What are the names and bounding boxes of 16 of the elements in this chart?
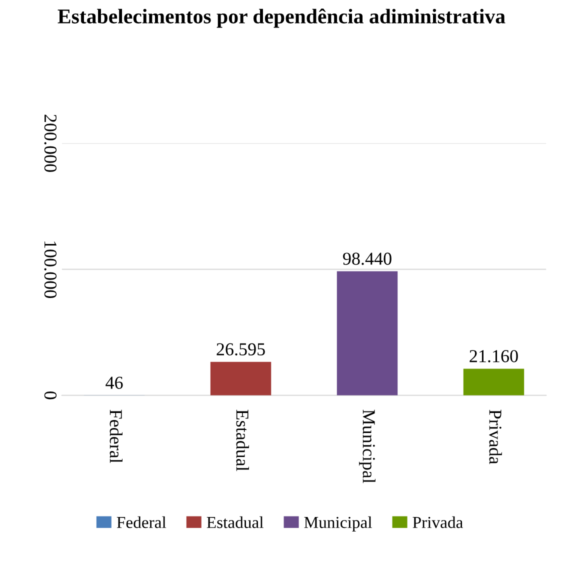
y-tick-label: 200.000 <box>44 114 57 172</box>
data-label: 26.595 <box>216 343 265 356</box>
x-tick-label: Privada <box>489 410 502 464</box>
y-tick-label: 0 <box>44 392 57 400</box>
legend-label: Privada <box>412 516 463 528</box>
x-tick-label: Estadual <box>236 410 249 472</box>
legend-label: Municipal <box>304 516 372 532</box>
x-tick-label: Federal <box>110 410 122 464</box>
x-tick-label: Municipal <box>359 410 376 484</box>
chart-title: Estabelecimentos por dependência adiministrativa <box>58 8 506 28</box>
data-label: 21.160 <box>470 350 518 362</box>
data-label: 98.440 <box>343 252 392 265</box>
legend-label: Estadual <box>206 516 264 528</box>
data-label: 46 <box>106 376 123 389</box>
legend-label: Federal <box>116 516 166 528</box>
y-tick-label: 100.000 <box>44 242 57 298</box>
